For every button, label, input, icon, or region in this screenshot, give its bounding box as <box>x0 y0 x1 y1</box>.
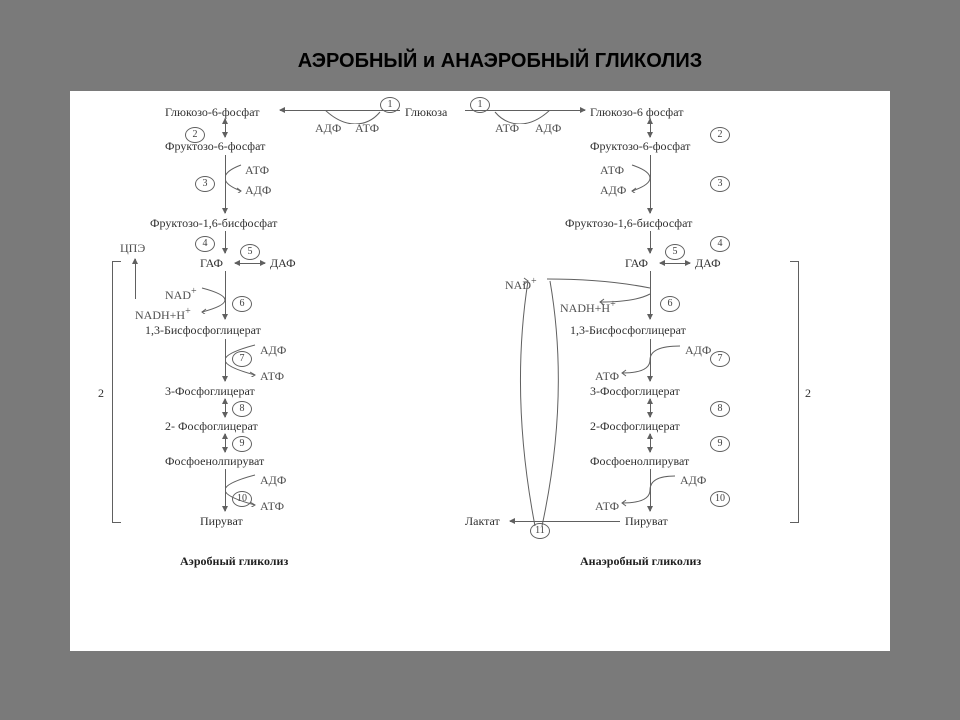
adp-r3: АДФ <box>685 343 711 358</box>
curve-l-nad <box>200 286 228 314</box>
nadh-left: NADH+H+ <box>135 306 191 323</box>
arrow-l-3 <box>225 231 226 253</box>
curve-l-7 <box>225 343 260 377</box>
arrow-r-1 <box>650 119 651 137</box>
f16bp-left: Фруктозо-1,6-бисфосфат <box>150 216 277 231</box>
f6p-right: Фруктозо-6-фосфат <box>590 139 690 154</box>
nad-left: NAD+ <box>165 286 197 303</box>
pyruvate-left: Пируват <box>200 514 243 529</box>
step-5-left: 5 <box>240 244 260 260</box>
bracket-right <box>790 261 799 523</box>
arrow-r-7 <box>650 434 651 452</box>
f6p-left: Фруктозо-6-фосфат <box>165 139 265 154</box>
2pg-right: 2-Фосфоглицерат <box>590 419 680 434</box>
bracket-left <box>112 261 121 523</box>
step-8-right: 8 <box>710 401 730 417</box>
step-7-right: 7 <box>710 351 730 367</box>
caption-left: Аэробный гликолиз <box>180 554 288 569</box>
g6p-right: Глюкозо-6 фосфат <box>590 105 683 120</box>
step-5-right: 5 <box>665 244 685 260</box>
daf-right: ДАФ <box>695 256 721 271</box>
lactate: Лактат <box>465 514 500 529</box>
atp-r2: АТФ <box>600 163 624 178</box>
curve-r-7 <box>620 343 685 377</box>
step-4-right: 4 <box>710 236 730 252</box>
3pg-right: 3-Фосфоглицерат <box>590 384 680 399</box>
arrow-cpe <box>135 259 136 299</box>
arrow-l-6 <box>225 399 226 417</box>
mult-left: 2 <box>98 386 104 401</box>
arrow-gaf-daf-l <box>235 263 265 264</box>
atp-r4: АТФ <box>595 499 619 514</box>
arrow-r-6 <box>650 399 651 417</box>
slide: АЭРОБНЫЙ и АНАЭРОБНЫЙ ГЛИКОЛИЗ Глюкоза 1… <box>60 50 900 651</box>
curve-top-right <box>490 110 550 124</box>
atp-l4: АТФ <box>260 499 284 514</box>
atp-r3: АТФ <box>595 369 619 384</box>
f16bp-right: Фруктозо-1,6-бисфосфат <box>565 216 692 231</box>
caption-right: Анаэробный гликолиз <box>580 554 701 569</box>
2pg-left: 2- Фосфоглицерат <box>165 419 258 434</box>
diagram-container: Глюкоза 1 1 Глюкозо-6-фосфат АДФ АТФ 2 Ф… <box>70 91 890 651</box>
adp-l4: АДФ <box>260 473 286 488</box>
adp-l2: АДФ <box>245 183 271 198</box>
step-6-right: 6 <box>660 296 680 312</box>
arrow-l-1 <box>225 119 226 137</box>
pep-right: Фосфоенолпируват <box>590 454 689 469</box>
curve-r-3 <box>630 163 652 193</box>
nad-regen-curve <box>500 276 570 531</box>
arrow-gaf-daf-r <box>660 263 690 264</box>
step-4-left: 4 <box>195 236 215 252</box>
bpg-left: 1,3-Бисфосфоглицерат <box>145 323 261 338</box>
step-9-left: 9 <box>232 436 252 452</box>
step-3-left: 3 <box>195 176 215 192</box>
glucose-label: Глюкоза <box>405 105 447 120</box>
step-10-right: 10 <box>710 491 730 507</box>
daf-left: ДАФ <box>270 256 296 271</box>
atp-l2: АТФ <box>245 163 269 178</box>
adp-r2: АДФ <box>600 183 626 198</box>
step-9-right: 9 <box>710 436 730 452</box>
slide-title: АЭРОБНЫЙ и АНАЭРОБНЫЙ ГЛИКОЛИЗ <box>100 50 900 73</box>
curve-top-left <box>325 110 385 124</box>
step-6-left: 6 <box>232 296 252 312</box>
3pg-left: 3-Фосфоглицерат <box>165 384 255 399</box>
curve-l-3 <box>225 163 245 193</box>
atp-l3: АТФ <box>260 369 284 384</box>
gaf-left: ГАФ <box>200 256 223 271</box>
cpe-label: ЦПЭ <box>120 241 145 256</box>
adp-l3: АДФ <box>260 343 286 358</box>
gaf-right: ГАФ <box>625 256 648 271</box>
arrow-r-3 <box>650 231 651 253</box>
pep-left: Фосфоенолпируват <box>165 454 264 469</box>
adp-r4: АДФ <box>680 473 706 488</box>
curve-r-10 <box>620 473 680 507</box>
g6p-left: Глюкозо-6-фосфат <box>165 105 259 120</box>
arrow-l-7 <box>225 434 226 452</box>
curve-l-10 <box>225 473 260 507</box>
pyruvate-right: Пируват <box>625 514 668 529</box>
bpg-right: 1,3-Бисфосфоглицерат <box>570 323 686 338</box>
step-3-right: 3 <box>710 176 730 192</box>
mult-right: 2 <box>805 386 811 401</box>
step-8-left: 8 <box>232 401 252 417</box>
step-2-right: 2 <box>710 127 730 143</box>
